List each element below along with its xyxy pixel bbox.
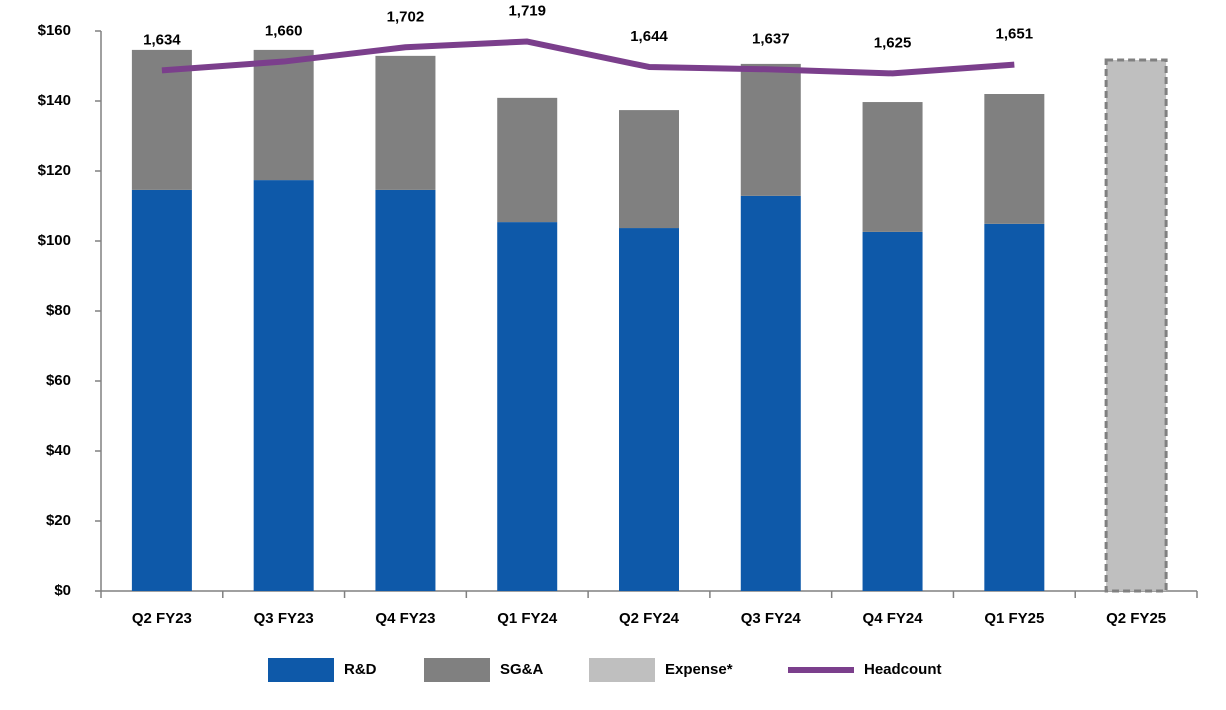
- y-tick-label: $0: [54, 582, 71, 599]
- bar: [862, 102, 923, 232]
- legend-label: SG&A: [500, 661, 544, 678]
- legend-swatch: [589, 658, 655, 682]
- y-tick-label: $20: [46, 512, 71, 529]
- data-label: 1,702: [387, 8, 425, 25]
- data-label: 1,660: [265, 23, 303, 40]
- data-label: 1,644: [630, 28, 668, 45]
- bar: [253, 49, 314, 181]
- bar: [497, 222, 558, 591]
- bar: [862, 231, 923, 591]
- x-tick-label: Q1 FY24: [497, 610, 558, 627]
- bar: [984, 223, 1045, 591]
- bar: [619, 110, 679, 229]
- x-tick-label: Q2 FY25: [1106, 610, 1166, 627]
- x-tick-label: Q1 FY25: [984, 610, 1044, 627]
- x-tick-label: Q2 FY23: [132, 610, 192, 627]
- bar: [619, 228, 679, 592]
- y-tick-label: $160: [38, 22, 71, 39]
- legend-swatch: [424, 658, 490, 682]
- bar: [375, 55, 436, 190]
- x-tick-label: Q3 FY23: [254, 610, 314, 627]
- x-tick-label: Q4 FY24: [863, 610, 924, 627]
- data-label: 1,651: [996, 26, 1034, 43]
- y-tick-label: $80: [46, 302, 71, 319]
- x-tick-label: Q4 FY23: [375, 610, 435, 627]
- bar: [253, 180, 314, 591]
- y-tick-label: $120: [38, 162, 71, 179]
- bar: [131, 49, 192, 190]
- bar: [740, 195, 801, 591]
- bar: [497, 97, 558, 223]
- legend-swatch: [268, 658, 334, 682]
- bar: [131, 189, 192, 591]
- legend-label: Expense*: [665, 661, 733, 678]
- data-label: 1,625: [874, 34, 912, 51]
- legend-label: R&D: [344, 661, 377, 678]
- data-label: 1,634: [143, 31, 181, 48]
- x-tick-label: Q2 FY24: [619, 610, 680, 627]
- x-tick-label: Q3 FY24: [741, 610, 802, 627]
- bar: [984, 94, 1045, 224]
- bar: [1104, 58, 1168, 593]
- data-label: 1,719: [508, 2, 546, 19]
- data-label: 1,637: [752, 30, 790, 47]
- y-tick-label: $40: [46, 442, 71, 459]
- legend-label: Headcount: [864, 661, 942, 678]
- line: [161, 38, 1015, 77]
- y-tick-label: $100: [38, 232, 71, 249]
- bar: [740, 63, 801, 196]
- bar: [375, 189, 436, 591]
- y-tick-label: $60: [46, 372, 71, 389]
- y-tick-label: $140: [38, 92, 71, 109]
